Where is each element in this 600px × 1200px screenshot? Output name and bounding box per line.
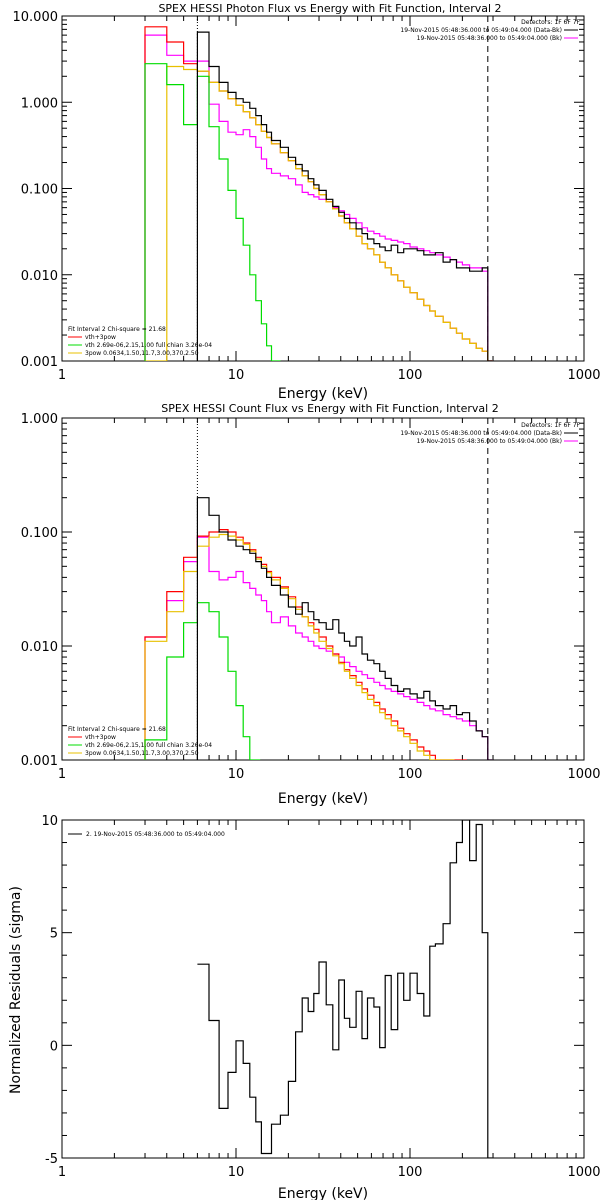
photon-header-line-1: Detectors: 1F 6F 7F [521,19,580,26]
photon-x-tick-label: 1 [58,368,66,383]
residual-y-tick-label: -5 [45,1152,58,1167]
residual-x-tick-label: 1000 [567,1165,600,1180]
photon-x-tick-label: 10 [228,368,245,383]
photon-title: SPEX HESSI Photon Flux vs Energy with Fi… [158,2,501,15]
count-x-tick-label: 10 [228,767,245,782]
photon-y-tick-label: 10.000 [13,10,59,25]
count-plot-frame [61,417,585,761]
photon-series-background [144,34,493,361]
count-series-total [144,529,467,760]
count-y-tick-label: 1.000 [21,412,58,427]
residual-axes: 1 10 100 1000 -5 0 5 10 [41,814,600,1180]
residual-series [197,820,493,1158]
photon-x-tick-label: 100 [398,368,423,383]
residual-y-tick-label: 10 [41,814,58,829]
photon-panel: SPEX HESSI Photon Flux vs Energy with Fi… [13,2,600,402]
count-series-background [144,536,493,760]
residual-plot-frame [61,819,585,1159]
photon-legend-powerlaw: 3pow 0.0634,1.50,11.7,3.00,370,2.50 [85,350,199,357]
photon-series-thermal [144,63,281,361]
count-header-line-2: 19-Nov-2015 05:48:36.000 to 05:49:04.000… [400,430,562,437]
photon-axes: 1 10 100 1000 0.001 0.010 0.100 1.000 10.000 [13,10,600,383]
photon-y-tick-label: 1.000 [21,96,58,111]
count-header-line-3: 19-Nov-2015 05:48:36.000 to 05:49:04.000… [417,438,562,445]
count-x-tick-label: 1 [58,767,66,782]
photon-legend-fit: Fit Interval 2 Chi-square = 21.68 [68,326,166,333]
photon-plot-frame [61,15,585,362]
photon-series [144,26,493,361]
count-series-data [196,497,493,760]
photon-series-powerlaw [145,65,493,361]
photon-x-tick-label: 1000 [567,368,600,383]
photon-legend-thermal: vth 2.69e-06,2.15,1.00 full chian 3.26e-… [85,342,212,349]
count-legend-fit: Fit Interval 2 Chi-square = 21.68 [68,726,166,733]
residual-x-tick-label: 100 [398,1165,423,1180]
count-series-thermal [144,602,261,760]
photon-legend-total: vth+3pow [85,334,116,341]
count-y-tick-label: 0.100 [21,526,58,541]
photon-header-line-2: 19-Nov-2015 05:48:36.000 to 05:49:04.000… [400,27,562,34]
photon-series-data [196,31,493,361]
residual-legend-entry: 2. 19-Nov-2015 05:48:36.000 to 05:49:04.… [86,831,225,838]
residual-x-tick-label: 1 [58,1165,66,1180]
count-series [144,497,493,760]
count-legend-powerlaw: 3pow 0.0634,1.50,11.7,3.00,370,2.50 [85,750,199,757]
count-panel: SPEX HESSI Count Flux vs Energy with Fit… [21,402,600,807]
count-series-powerlaw [144,533,455,760]
count-y-tick-label: 0.010 [21,640,58,655]
residual-x-tick-label: 10 [228,1165,245,1180]
count-y-tick-label: 0.001 [21,754,58,769]
count-x-tick-label: 100 [398,767,423,782]
residual-panel: 1 10 100 1000 -5 0 5 10 Energy (keV) Normalized… [8,814,600,1200]
residual-y-axis-label: Normalized Residuals (sigma) [8,886,24,1094]
count-legend-thermal: vth 2.69e-06,2.15,1.00 full chian 3.26e-… [85,742,212,749]
residual-x-axis-label: Energy (keV) [278,1186,368,1200]
residual-y-tick-label: 0 [50,1039,58,1054]
count-title: SPEX HESSI Count Flux vs Energy with Fit… [161,402,498,415]
residual-y-tick-label: 5 [50,927,58,942]
photon-y-tick-label: 0.100 [21,183,58,198]
photon-y-tick-label: 0.010 [21,269,58,284]
count-x-tick-label: 1000 [567,767,600,782]
count-legend-total: vth+3pow [85,734,116,741]
residual-series-data [197,820,493,1158]
photon-header-line-3: 19-Nov-2015 05:48:36.000 to 05:49:04.000… [417,35,562,42]
photon-y-tick-label: 0.001 [21,355,58,370]
count-header-line-1: Detectors: 1F 6F 7F [521,422,580,429]
photon-x-axis-label: Energy (keV) [278,386,368,402]
count-x-axis-label: Energy (keV) [278,791,368,807]
